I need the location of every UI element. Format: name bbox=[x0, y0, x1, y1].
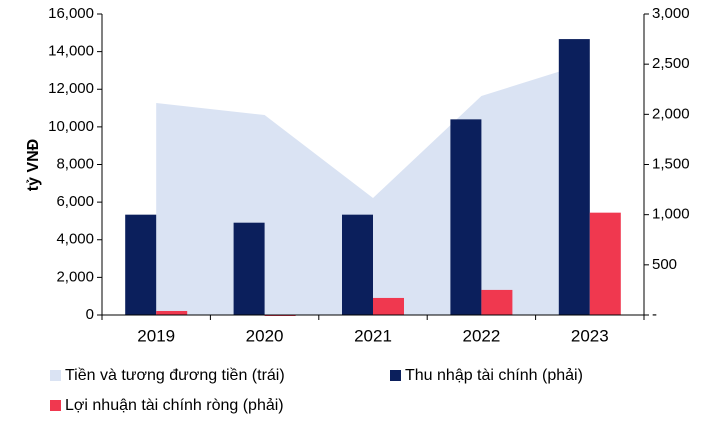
x-tick-label: 2023 bbox=[571, 326, 609, 345]
bar bbox=[373, 297, 404, 315]
y2-tick-label: 3,000 bbox=[652, 5, 690, 22]
y2-tick-label: 1,000 bbox=[652, 206, 690, 223]
y-tick-label: 4,000 bbox=[56, 231, 94, 248]
y-tick-label: 6,000 bbox=[56, 193, 94, 210]
x-tick-label: 2020 bbox=[246, 326, 284, 345]
y2-tick-label: 2,000 bbox=[652, 105, 690, 122]
y2-tick-label: 1,500 bbox=[652, 155, 690, 172]
y-tick-label: 0 bbox=[86, 306, 94, 323]
legend-label: Tiền và tương đương tiền (trái) bbox=[65, 367, 285, 384]
legend-swatch bbox=[390, 370, 401, 381]
y-tick-label: 10,000 bbox=[48, 118, 94, 135]
y2-tick-label: 500 bbox=[652, 256, 677, 273]
bar bbox=[558, 39, 590, 315]
y-tick-label: 14,000 bbox=[48, 43, 94, 60]
bar bbox=[450, 119, 482, 315]
bar bbox=[125, 214, 157, 315]
legend-label: Lợi nhuận tài chính ròng (phải) bbox=[65, 397, 284, 414]
legend-label: Thu nhập tài chính (phải) bbox=[405, 367, 583, 384]
y-tick-label: 2,000 bbox=[56, 268, 94, 285]
bar bbox=[233, 222, 265, 315]
x-tick-label: 2022 bbox=[462, 326, 500, 345]
bar bbox=[589, 212, 621, 315]
y2-tick-label: - bbox=[652, 306, 657, 323]
bar bbox=[156, 310, 188, 315]
bar bbox=[264, 315, 296, 317]
bar bbox=[481, 289, 513, 315]
y-tick-label: 12,000 bbox=[48, 80, 94, 97]
x-tick-label: 2019 bbox=[137, 326, 175, 345]
legend-swatch bbox=[50, 370, 61, 381]
y-axis-label: tỷ VNĐ bbox=[25, 139, 42, 191]
y-tick-label: 8,000 bbox=[56, 155, 94, 172]
y-tick-label: 16,000 bbox=[48, 5, 94, 22]
y2-tick-label: 2,500 bbox=[652, 55, 690, 72]
bar bbox=[342, 214, 373, 315]
legend-swatch bbox=[50, 400, 61, 411]
x-tick-label: 2021 bbox=[354, 326, 392, 345]
